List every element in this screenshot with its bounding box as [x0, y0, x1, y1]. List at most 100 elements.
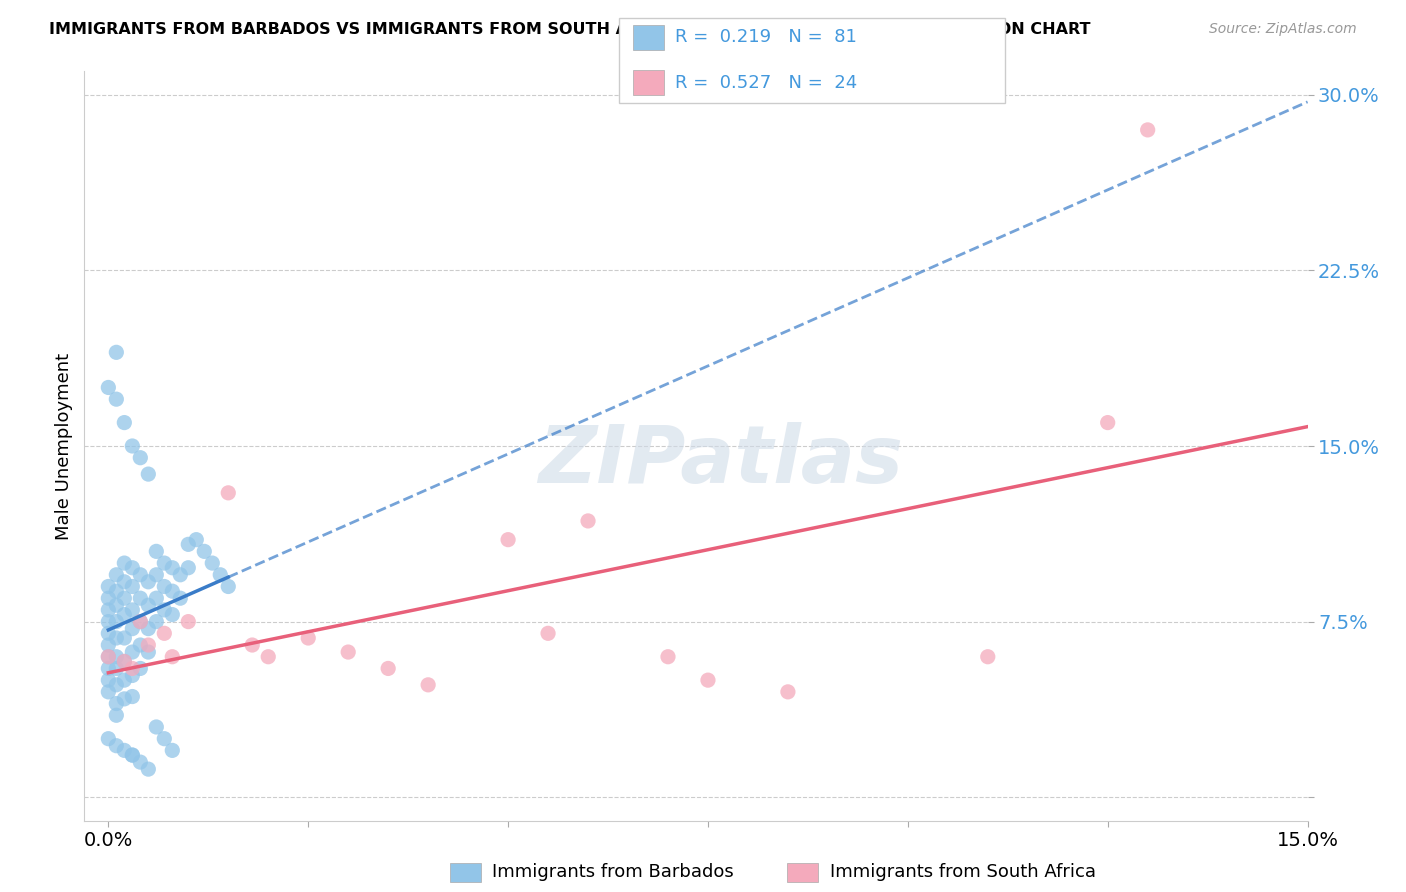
Point	[776, 685, 799, 699]
Point	[145, 567, 167, 582]
Point	[105, 661, 128, 675]
Point	[697, 673, 720, 688]
Point	[153, 603, 176, 617]
Point	[105, 631, 128, 645]
Point	[177, 615, 200, 629]
Text: Source: ZipAtlas.com: Source: ZipAtlas.com	[1209, 22, 1357, 37]
Point	[537, 626, 560, 640]
Point	[136, 467, 159, 482]
Point	[145, 615, 167, 629]
Point	[1097, 416, 1119, 430]
Point	[145, 591, 167, 606]
Point	[217, 485, 239, 500]
Point	[145, 720, 167, 734]
Point	[162, 584, 184, 599]
Point	[105, 598, 128, 612]
Point	[97, 615, 120, 629]
Point	[121, 690, 143, 704]
Point	[105, 649, 128, 664]
Point	[129, 661, 152, 675]
Point	[129, 755, 152, 769]
Point	[112, 631, 135, 645]
Point	[977, 649, 1000, 664]
Point	[136, 598, 159, 612]
Point	[1136, 123, 1159, 137]
Point	[217, 580, 239, 594]
Point	[121, 439, 143, 453]
Point	[112, 673, 135, 688]
Point	[105, 615, 128, 629]
Text: R =  0.527   N =  24: R = 0.527 N = 24	[675, 74, 858, 92]
Text: ZIPatlas: ZIPatlas	[538, 422, 903, 500]
Y-axis label: Male Unemployment: Male Unemployment	[55, 352, 73, 540]
Text: IMMIGRANTS FROM BARBADOS VS IMMIGRANTS FROM SOUTH AFRICA MALE UNEMPLOYMENT CORRE: IMMIGRANTS FROM BARBADOS VS IMMIGRANTS F…	[49, 22, 1091, 37]
Point	[121, 603, 143, 617]
Point	[112, 655, 135, 669]
Point	[112, 607, 135, 622]
Point	[136, 622, 159, 636]
Point	[129, 591, 152, 606]
Point	[129, 615, 152, 629]
Point	[136, 645, 159, 659]
Point	[97, 649, 120, 664]
Point	[193, 544, 215, 558]
Point	[121, 622, 143, 636]
Point	[105, 345, 128, 359]
Point	[105, 584, 128, 599]
Point	[121, 645, 143, 659]
Point	[112, 416, 135, 430]
Point	[97, 649, 120, 664]
Point	[129, 450, 152, 465]
Point	[121, 747, 143, 762]
Point	[112, 692, 135, 706]
Point	[657, 649, 679, 664]
Point	[112, 655, 135, 669]
Point	[97, 603, 120, 617]
Point	[136, 762, 159, 776]
Point	[257, 649, 280, 664]
Point	[97, 638, 120, 652]
Point	[121, 668, 143, 682]
Point	[97, 626, 120, 640]
Point	[209, 567, 232, 582]
Point	[129, 615, 152, 629]
Point	[136, 574, 159, 589]
Point	[576, 514, 599, 528]
Point	[169, 567, 191, 582]
Point	[112, 591, 135, 606]
Point	[105, 739, 128, 753]
Point	[121, 561, 143, 575]
Point	[97, 580, 120, 594]
Point	[121, 747, 143, 762]
Point	[97, 673, 120, 688]
Point	[496, 533, 519, 547]
Point	[129, 567, 152, 582]
Point	[136, 638, 159, 652]
Point	[297, 631, 319, 645]
Point	[186, 533, 208, 547]
Point	[377, 661, 399, 675]
Point	[97, 591, 120, 606]
Point	[153, 556, 176, 570]
Point	[97, 661, 120, 675]
Point	[337, 645, 360, 659]
Point	[105, 567, 128, 582]
Point	[112, 574, 135, 589]
Point	[145, 544, 167, 558]
Point	[105, 392, 128, 407]
Point	[121, 661, 143, 675]
Point	[105, 708, 128, 723]
Point	[97, 731, 120, 746]
Point	[418, 678, 440, 692]
Text: R =  0.219   N =  81: R = 0.219 N = 81	[675, 29, 856, 46]
Point	[177, 537, 200, 551]
Point	[112, 743, 135, 757]
Point	[97, 380, 120, 394]
Point	[121, 580, 143, 594]
Point	[162, 649, 184, 664]
Point	[105, 678, 128, 692]
Point	[153, 626, 176, 640]
Point	[169, 591, 191, 606]
Point	[240, 638, 263, 652]
Point	[162, 607, 184, 622]
